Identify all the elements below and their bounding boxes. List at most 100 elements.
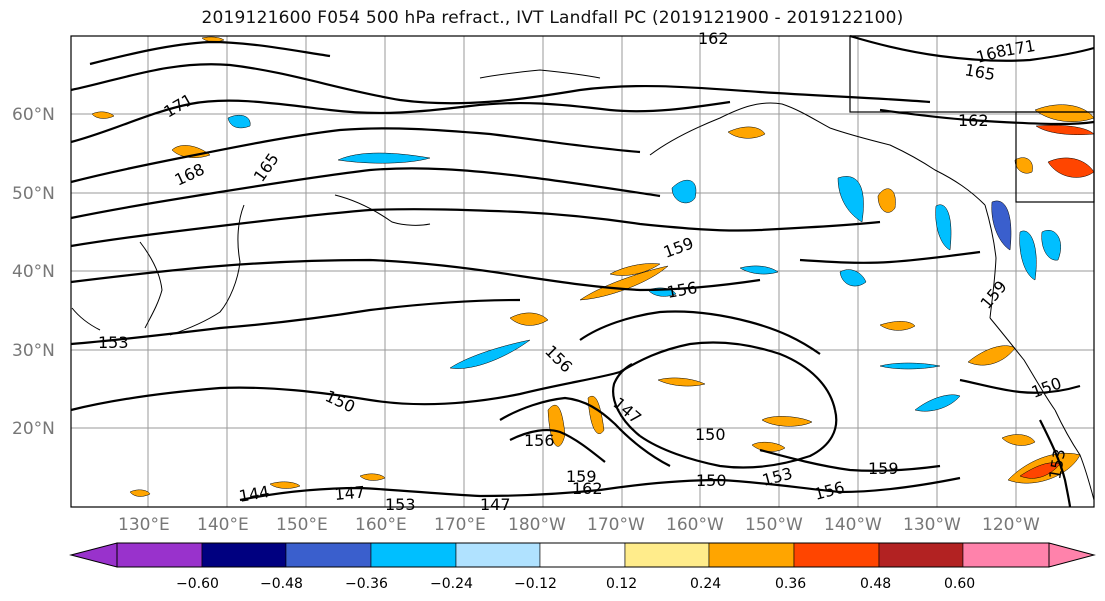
shading-patch: [1001, 434, 1036, 446]
colorbar: −0.60 −0.48 −0.36 −0.24 −0.12 0.12 0.24 …: [69, 542, 1096, 592]
contour-label: 147: [480, 495, 511, 514]
shading-patch: [91, 111, 115, 119]
contour-label: 162: [698, 29, 729, 48]
contour-label: 153: [385, 495, 416, 514]
contour-label: 144: [237, 482, 270, 506]
shading-patch: [837, 176, 864, 223]
shading-patch: [671, 179, 697, 204]
coastlines: [71, 69, 1095, 501]
map-title: 2019121600 F054 500 hPa refract., IVT La…: [201, 8, 904, 28]
colorbar-tick: −0.36: [345, 576, 388, 592]
colorbar-tick: −0.12: [514, 576, 557, 592]
lon-labels: 130°E 140°E 150°E 160°E 170°E 180°W 170°…: [118, 515, 1040, 535]
contour-lines: [70, 34, 1095, 508]
lat-labels: 60°N 50°N 40°N 30°N 20°N: [12, 105, 55, 439]
colorbar-outline: [116, 542, 1050, 568]
shading-patch: [991, 200, 1012, 251]
shading-patch: [727, 126, 766, 139]
shading-patch: [879, 362, 941, 370]
lon-label: 130°W: [903, 515, 961, 535]
shading-patch: [739, 265, 779, 275]
colorbar-high-extension: [1048, 542, 1096, 568]
shading-patch: [879, 321, 916, 331]
lat-label: 30°N: [12, 341, 55, 361]
colorbar-segment: [539, 542, 626, 568]
contour-label: 156: [524, 431, 555, 450]
shading-patch: [967, 345, 1016, 366]
lon-label: 150°E: [276, 515, 328, 535]
contour-label: 150: [696, 471, 727, 490]
colorbar-tick: 0.60: [944, 576, 975, 592]
colorbar-segment: [285, 542, 372, 568]
shading-patch: [337, 152, 431, 164]
colorbar-tick: 0.12: [606, 576, 637, 592]
lat-label: 50°N: [12, 184, 55, 204]
contour-label: 156: [665, 278, 698, 302]
contour-label: 165: [963, 60, 996, 84]
contour-label: 165: [250, 149, 283, 185]
contour-label: 147: [334, 482, 366, 504]
lon-label: 160°W: [666, 515, 724, 535]
contour-label: 162: [958, 111, 989, 130]
lat-label: 60°N: [12, 105, 55, 125]
map-frame: [70, 35, 1095, 508]
shading-patch: [269, 481, 301, 489]
shading-patch: [227, 115, 251, 129]
shading-patch: [877, 188, 896, 213]
graticule: [71, 36, 1094, 507]
shading-patch: [1019, 230, 1037, 281]
colorbar-segment: [116, 542, 203, 568]
colorbar-segment: [708, 542, 795, 568]
colorbar-segment: [962, 542, 1050, 568]
lon-label: 130°E: [118, 515, 170, 535]
contour-label: 159: [566, 467, 597, 486]
colorbar-segment: [878, 542, 964, 568]
lon-label: 180°W: [508, 515, 566, 535]
colorbar-segment: [624, 542, 710, 568]
lat-label: 40°N: [12, 262, 55, 282]
shading-patch: [509, 312, 549, 326]
colorbar-segment: [793, 542, 880, 568]
contour-label: 171: [161, 90, 197, 122]
contour-label: 156: [812, 478, 846, 504]
contour-label: 150: [322, 386, 358, 416]
shading-patch: [751, 441, 786, 452]
shading-patch: [449, 339, 531, 369]
shading-patch: [935, 204, 952, 251]
colorbar-tick: 0.36: [775, 576, 806, 592]
colorbar-segment: [201, 542, 287, 568]
shading-patch: [1014, 157, 1033, 174]
contour-label: 168: [172, 159, 208, 189]
shading-patch: [657, 377, 706, 387]
lon-label: 140°W: [824, 515, 882, 535]
colorbar-segment: [370, 542, 457, 568]
contour-label: 153: [1045, 447, 1069, 480]
lon-label: 120°W: [982, 515, 1040, 535]
colorbar-tick: 0.24: [690, 576, 721, 592]
shading-patch: [1047, 157, 1095, 178]
shading-patch: [761, 416, 813, 427]
shading-patch: [1034, 104, 1095, 122]
shading-patch: [359, 473, 386, 481]
contour-label: 162: [572, 479, 603, 498]
lon-label: 160°E: [355, 515, 407, 535]
contour-label: 150: [695, 425, 726, 444]
lat-label: 20°N: [12, 419, 55, 439]
shading-patch: [201, 36, 225, 42]
contour-label: 159: [977, 277, 1011, 313]
lon-label: 140°E: [197, 515, 249, 535]
shading-patch: [129, 489, 151, 497]
colorbar-tick: −0.60: [176, 576, 219, 592]
shading-patch: [609, 263, 661, 276]
contour-label: 171: [1003, 36, 1036, 60]
contour-label: 159: [661, 233, 696, 261]
shading-patch: [1041, 230, 1061, 261]
colorbar-tick: 0.48: [860, 576, 891, 592]
contour-label: 156: [541, 341, 576, 376]
shading-patch: [839, 269, 867, 287]
region-boxes: [849, 35, 1095, 203]
lon-label: 150°W: [745, 515, 803, 535]
colorbar-tick: −0.48: [260, 576, 303, 592]
ivt-shading: [91, 36, 1095, 497]
